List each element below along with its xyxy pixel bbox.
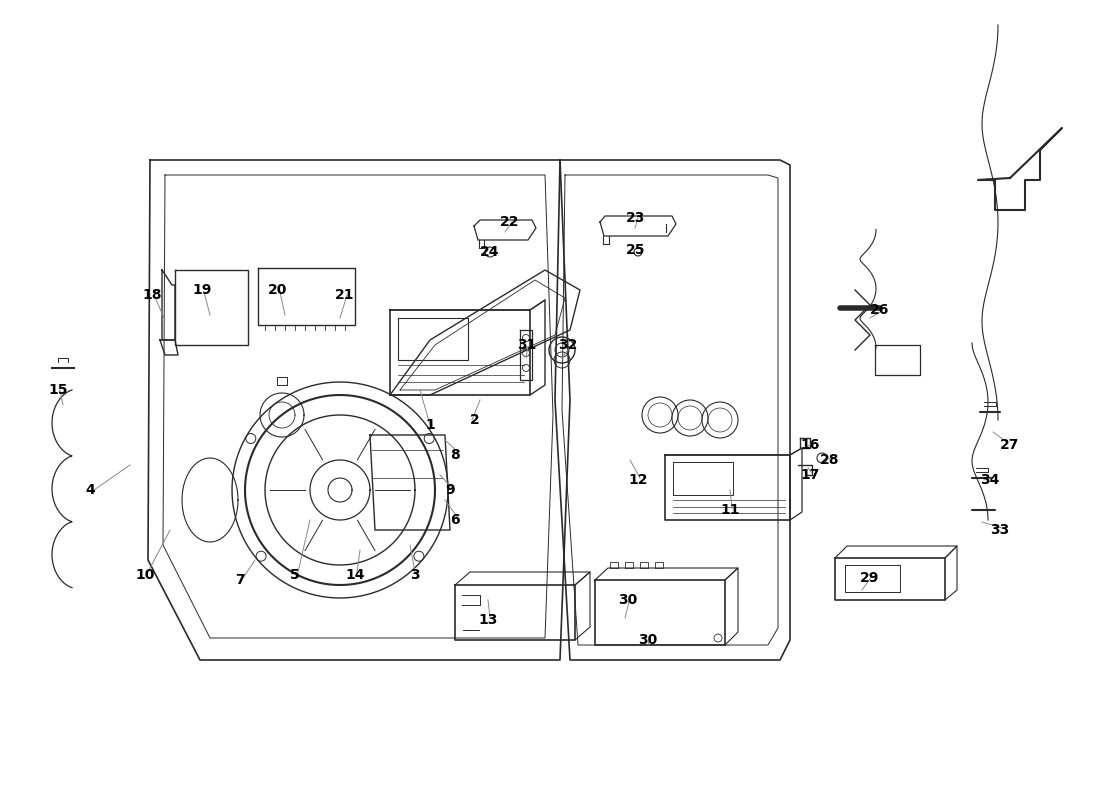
Text: 14: 14 bbox=[345, 568, 365, 582]
Text: 19: 19 bbox=[192, 283, 211, 297]
Text: 29: 29 bbox=[860, 571, 880, 585]
Text: 4: 4 bbox=[85, 483, 95, 497]
Text: 1: 1 bbox=[425, 418, 435, 432]
Text: 18: 18 bbox=[142, 288, 162, 302]
Text: 13: 13 bbox=[478, 613, 497, 627]
Text: 26: 26 bbox=[870, 303, 890, 317]
Text: 15: 15 bbox=[48, 383, 68, 397]
Text: 28: 28 bbox=[821, 453, 839, 467]
Text: 9: 9 bbox=[446, 483, 454, 497]
Text: 22: 22 bbox=[500, 215, 519, 229]
Text: 23: 23 bbox=[626, 211, 646, 225]
Text: 7: 7 bbox=[235, 573, 245, 587]
Text: 27: 27 bbox=[1000, 438, 1020, 452]
Text: 16: 16 bbox=[801, 438, 820, 452]
Text: 2: 2 bbox=[470, 413, 480, 427]
Text: 24: 24 bbox=[481, 245, 499, 259]
Text: 6: 6 bbox=[450, 513, 460, 527]
Text: 11: 11 bbox=[720, 503, 739, 517]
Text: 12: 12 bbox=[628, 473, 648, 487]
Text: 30: 30 bbox=[638, 633, 658, 647]
Text: 30: 30 bbox=[618, 593, 638, 607]
Text: 25: 25 bbox=[626, 243, 646, 257]
Text: 34: 34 bbox=[980, 473, 1000, 487]
Text: 33: 33 bbox=[990, 523, 1010, 537]
Text: 31: 31 bbox=[517, 338, 537, 352]
Text: 8: 8 bbox=[450, 448, 460, 462]
Text: 21: 21 bbox=[336, 288, 354, 302]
Text: 10: 10 bbox=[135, 568, 155, 582]
Text: 17: 17 bbox=[801, 468, 820, 482]
Text: 3: 3 bbox=[410, 568, 420, 582]
Text: 5: 5 bbox=[290, 568, 300, 582]
Text: 20: 20 bbox=[268, 283, 288, 297]
Text: 32: 32 bbox=[559, 338, 578, 352]
